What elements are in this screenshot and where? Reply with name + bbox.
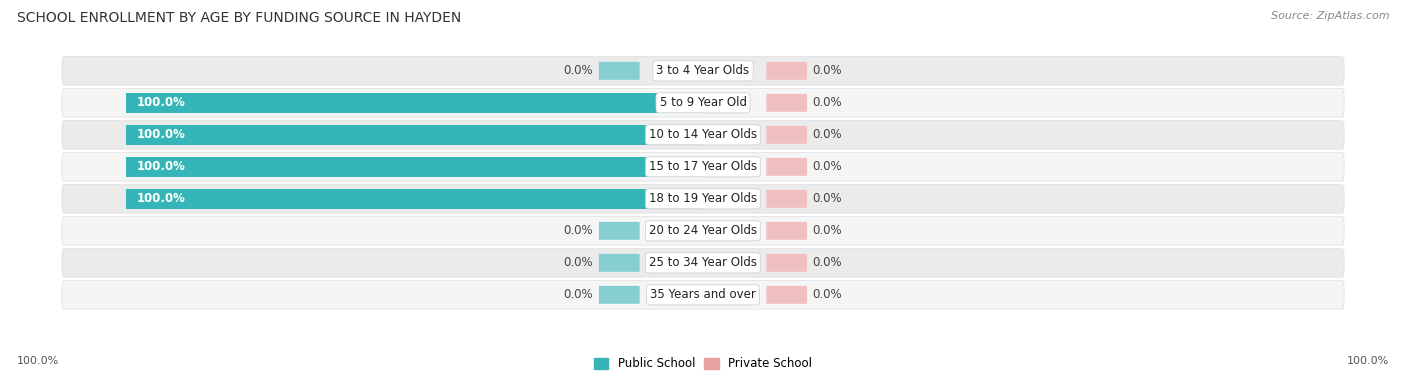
- Text: 25 to 34 Year Olds: 25 to 34 Year Olds: [650, 256, 756, 269]
- FancyBboxPatch shape: [62, 121, 1344, 149]
- FancyBboxPatch shape: [62, 248, 1344, 277]
- Legend: Public School, Private School: Public School, Private School: [589, 352, 817, 375]
- FancyBboxPatch shape: [62, 185, 1344, 213]
- FancyBboxPatch shape: [766, 94, 807, 112]
- Text: 100.0%: 100.0%: [138, 160, 186, 173]
- Text: 18 to 19 Year Olds: 18 to 19 Year Olds: [650, 192, 756, 205]
- Text: 100.0%: 100.0%: [1347, 356, 1389, 366]
- FancyBboxPatch shape: [62, 217, 1344, 245]
- FancyBboxPatch shape: [62, 153, 1344, 181]
- FancyBboxPatch shape: [599, 286, 640, 304]
- Text: 0.0%: 0.0%: [564, 64, 593, 77]
- Text: 0.0%: 0.0%: [564, 224, 593, 238]
- FancyBboxPatch shape: [766, 62, 807, 80]
- FancyBboxPatch shape: [125, 93, 703, 113]
- Text: 35 Years and over: 35 Years and over: [650, 288, 756, 301]
- Text: 0.0%: 0.0%: [813, 288, 842, 301]
- Text: 5 to 9 Year Old: 5 to 9 Year Old: [659, 97, 747, 109]
- Text: 0.0%: 0.0%: [813, 256, 842, 269]
- Text: 0.0%: 0.0%: [813, 192, 842, 205]
- FancyBboxPatch shape: [62, 280, 1344, 309]
- Text: 0.0%: 0.0%: [813, 160, 842, 173]
- Text: 100.0%: 100.0%: [138, 192, 186, 205]
- Text: 100.0%: 100.0%: [138, 128, 186, 141]
- FancyBboxPatch shape: [62, 57, 1344, 85]
- Text: 0.0%: 0.0%: [564, 256, 593, 269]
- FancyBboxPatch shape: [766, 126, 807, 144]
- FancyBboxPatch shape: [766, 158, 807, 176]
- FancyBboxPatch shape: [766, 254, 807, 272]
- Text: 0.0%: 0.0%: [813, 128, 842, 141]
- Text: 10 to 14 Year Olds: 10 to 14 Year Olds: [650, 128, 756, 141]
- FancyBboxPatch shape: [599, 222, 640, 240]
- FancyBboxPatch shape: [62, 89, 1344, 117]
- FancyBboxPatch shape: [766, 286, 807, 304]
- Text: 0.0%: 0.0%: [813, 97, 842, 109]
- FancyBboxPatch shape: [599, 62, 640, 80]
- Text: SCHOOL ENROLLMENT BY AGE BY FUNDING SOURCE IN HAYDEN: SCHOOL ENROLLMENT BY AGE BY FUNDING SOUR…: [17, 11, 461, 25]
- Text: 100.0%: 100.0%: [17, 356, 59, 366]
- Text: 100.0%: 100.0%: [138, 97, 186, 109]
- Text: 15 to 17 Year Olds: 15 to 17 Year Olds: [650, 160, 756, 173]
- FancyBboxPatch shape: [766, 190, 807, 208]
- FancyBboxPatch shape: [125, 125, 703, 145]
- Text: 0.0%: 0.0%: [813, 64, 842, 77]
- Text: 0.0%: 0.0%: [564, 288, 593, 301]
- FancyBboxPatch shape: [599, 254, 640, 272]
- FancyBboxPatch shape: [766, 222, 807, 240]
- FancyBboxPatch shape: [125, 189, 703, 209]
- Text: 3 to 4 Year Olds: 3 to 4 Year Olds: [657, 64, 749, 77]
- FancyBboxPatch shape: [125, 157, 703, 177]
- Text: Source: ZipAtlas.com: Source: ZipAtlas.com: [1271, 11, 1389, 21]
- Text: 20 to 24 Year Olds: 20 to 24 Year Olds: [650, 224, 756, 238]
- Text: 0.0%: 0.0%: [813, 224, 842, 238]
